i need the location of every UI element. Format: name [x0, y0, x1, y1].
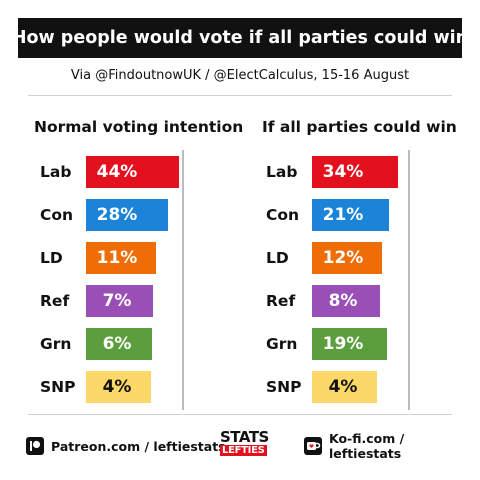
reference-line — [182, 150, 184, 410]
reference-line — [408, 150, 410, 410]
value-label: 4% — [312, 371, 374, 403]
value-label: 12% — [312, 242, 374, 274]
kofi-link[interactable]: Ko-fi.com / leftiestats — [304, 431, 480, 461]
value-label: 19% — [312, 328, 374, 360]
bar-row-ref: Ref 8% — [266, 285, 380, 317]
bottom-divider — [28, 414, 452, 415]
bar-row-grn: Grn 6% — [40, 328, 153, 360]
party-label: SNP — [40, 378, 76, 396]
value-label: 28% — [86, 199, 148, 231]
party-label: LD — [40, 249, 63, 267]
top-divider — [28, 95, 452, 96]
bar — [148, 242, 156, 274]
bar-row-con: Con 28% — [40, 199, 168, 231]
value-label: 8% — [312, 285, 374, 317]
value-label: 6% — [86, 328, 148, 360]
bar-row-snp: SNP 4% — [266, 371, 377, 403]
value-label: 44% — [86, 156, 148, 188]
page-title: How people would vote if all parties cou… — [11, 28, 469, 48]
patreon-icon — [26, 437, 44, 455]
party-label: SNP — [266, 378, 302, 396]
value-label: 34% — [312, 156, 374, 188]
bar-row-con: Con 21% — [266, 199, 389, 231]
bar-row-ref: Ref 7% — [40, 285, 153, 317]
party-label: Lab — [266, 163, 298, 181]
bar-row-grn: Grn 19% — [266, 328, 388, 360]
bar-row-lab: Lab 34% — [266, 156, 398, 188]
panel-title-all-parties: If all parties could win — [262, 118, 457, 136]
bar-row-ld: LD 12% — [266, 242, 383, 274]
bar — [374, 156, 398, 188]
bar — [374, 199, 389, 231]
party-label: Ref — [40, 292, 70, 310]
value-label: 11% — [86, 242, 148, 274]
party-label: LD — [266, 249, 289, 267]
patreon-link[interactable]: Patreon.com / leftiestats — [26, 434, 226, 458]
value-label: 21% — [312, 199, 374, 231]
bar — [374, 242, 383, 274]
bar-row-lab: Lab 44% — [40, 156, 179, 188]
value-label: 4% — [86, 371, 148, 403]
title-bar: How people would vote if all parties cou… — [12, 18, 468, 58]
party-label: Lab — [40, 163, 72, 181]
bar — [374, 371, 377, 403]
bar — [148, 285, 153, 317]
bar-row-ld: LD 11% — [40, 242, 156, 274]
subtitle: Via @FindoutnowUK / @ElectCalculus, 15-1… — [70, 68, 410, 83]
bar — [374, 328, 388, 360]
party-label: Ref — [266, 292, 296, 310]
logo-text-top: STATS — [220, 428, 269, 446]
bar — [148, 199, 168, 231]
logo-text-bottom: LEFTIES — [220, 445, 267, 456]
bar — [148, 371, 151, 403]
party-label: Con — [266, 206, 300, 224]
value-label: 7% — [86, 285, 148, 317]
bar — [148, 328, 153, 360]
kofi-cup-icon — [304, 437, 322, 455]
party-label: Con — [40, 206, 74, 224]
kofi-label: Ko-fi.com / leftiestats — [329, 431, 405, 461]
bar-row-snp: SNP 4% — [40, 371, 151, 403]
bar — [374, 285, 380, 317]
patreon-label: Patreon.com / leftiestats — [51, 438, 226, 454]
bar — [148, 156, 179, 188]
panel-title-normal: Normal voting intention — [34, 118, 244, 136]
lefties-stats-logo: STATS LEFTIES — [220, 428, 269, 464]
party-label: Grn — [266, 335, 298, 353]
party-label: Grn — [40, 335, 72, 353]
